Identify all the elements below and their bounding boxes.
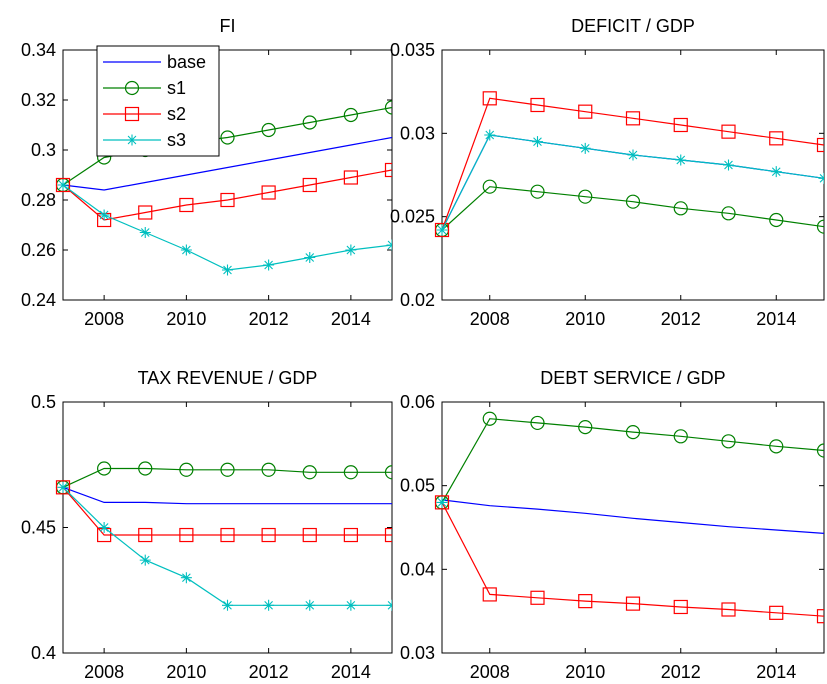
- y-tick-label: 0.035: [390, 40, 435, 60]
- data-point-s3: [304, 252, 315, 263]
- data-point-s3: [222, 265, 233, 276]
- y-tick-label: 0.45: [21, 518, 56, 538]
- y-tick-label: 0.32: [21, 90, 56, 110]
- data-point-s3: [437, 225, 448, 236]
- y-tick-label: 0.5: [31, 392, 56, 412]
- y-tick-label: 0.28: [21, 190, 56, 210]
- x-tick-label: 2010: [166, 662, 206, 679]
- x-tick-label: 2010: [565, 309, 605, 329]
- x-tick-label: 2010: [565, 662, 605, 679]
- data-point-s3: [58, 180, 69, 191]
- legend-label-s1: s1: [167, 78, 186, 98]
- x-tick-label: 2008: [84, 309, 124, 329]
- subplot-4: DEBT SERVICE / GDP 0.03 0.04 0.05 0.06 2008 20…: [400, 368, 827, 679]
- x-tick-label: 2014: [331, 309, 371, 329]
- x-tick-label: 2012: [661, 662, 701, 679]
- axes-box: [442, 402, 824, 653]
- legend-marker-s3: [127, 135, 138, 146]
- data-point-s3: [58, 482, 69, 493]
- y-tick-label: 0.4: [31, 643, 56, 663]
- data-point-s3: [99, 522, 110, 533]
- data-point-s3: [484, 130, 495, 141]
- data-point-s3: [675, 155, 686, 166]
- data-point-s3: [181, 245, 192, 256]
- data-point-s3: [771, 166, 782, 177]
- x-tick-label: 2012: [661, 309, 701, 329]
- data-point-s3: [181, 572, 192, 583]
- y-tick-label: 0.04: [400, 559, 435, 579]
- subplot-3: TAX REVENUE / GDP 0.4 0.45 0.5 2008 2010 2012 2…: [21, 368, 399, 679]
- subplot-1: FI 0.24 0.26 0.28 0.3 0.32 0.34 2008 2010 2012 201…: [21, 16, 399, 329]
- legend-label-s2: s2: [167, 104, 186, 124]
- data-point-s3: [723, 160, 734, 171]
- x-tick-label: 2008: [470, 309, 510, 329]
- y-tick-label: 0.34: [21, 40, 56, 60]
- data-point-s3: [437, 497, 448, 508]
- data-point-s3: [532, 136, 543, 147]
- data-point-s3: [345, 600, 356, 611]
- x-tick-label: 2012: [249, 662, 289, 679]
- axes-box: [63, 402, 392, 653]
- x-tick-label: 2008: [470, 662, 510, 679]
- y-tick-label: 0.03: [400, 123, 435, 143]
- data-point-s3: [140, 227, 151, 238]
- data-point-s3: [263, 260, 274, 271]
- subplot-2: DEFICIT / GDP 0.02 0.025 0.03 0.035 2008 2010 2…: [390, 16, 827, 329]
- x-tick-label: 2014: [756, 662, 796, 679]
- x-tick-label: 2008: [84, 662, 124, 679]
- data-point-s3: [580, 143, 591, 154]
- data-point-s3: [628, 150, 639, 161]
- chart-title: DEFICIT / GDP: [571, 16, 695, 36]
- axes-box: [442, 50, 824, 300]
- chart-title: DEBT SERVICE / GDP: [540, 368, 725, 388]
- y-tick-label: 0.05: [400, 476, 435, 496]
- y-tick-label: 0.02: [400, 290, 435, 310]
- x-tick-label: 2014: [331, 662, 371, 679]
- data-point-s3: [387, 240, 398, 251]
- data-point-s3: [345, 245, 356, 256]
- y-tick-label: 0.26: [21, 240, 56, 260]
- y-tick-label: 0.03: [400, 643, 435, 663]
- data-point-s3: [387, 600, 398, 611]
- data-point-s3: [304, 600, 315, 611]
- legend-label-s3: s3: [167, 130, 186, 150]
- chart-title: TAX REVENUE / GDP: [138, 368, 318, 388]
- legend-label-base: base: [167, 52, 206, 72]
- y-tick-label: 0.3: [31, 140, 56, 160]
- x-tick-label: 2010: [166, 309, 206, 329]
- x-tick-label: 2014: [756, 309, 796, 329]
- data-point-s3: [222, 600, 233, 611]
- data-point-s3: [140, 555, 151, 566]
- chart-title: FI: [220, 16, 236, 36]
- y-tick-label: 0.24: [21, 290, 56, 310]
- legend: base s1 s2 s3: [97, 46, 219, 156]
- data-point-s3: [263, 600, 274, 611]
- y-tick-label: 0.06: [400, 392, 435, 412]
- y-tick-label: 0.025: [390, 207, 435, 227]
- x-tick-label: 2012: [249, 309, 289, 329]
- data-point-s3: [99, 210, 110, 221]
